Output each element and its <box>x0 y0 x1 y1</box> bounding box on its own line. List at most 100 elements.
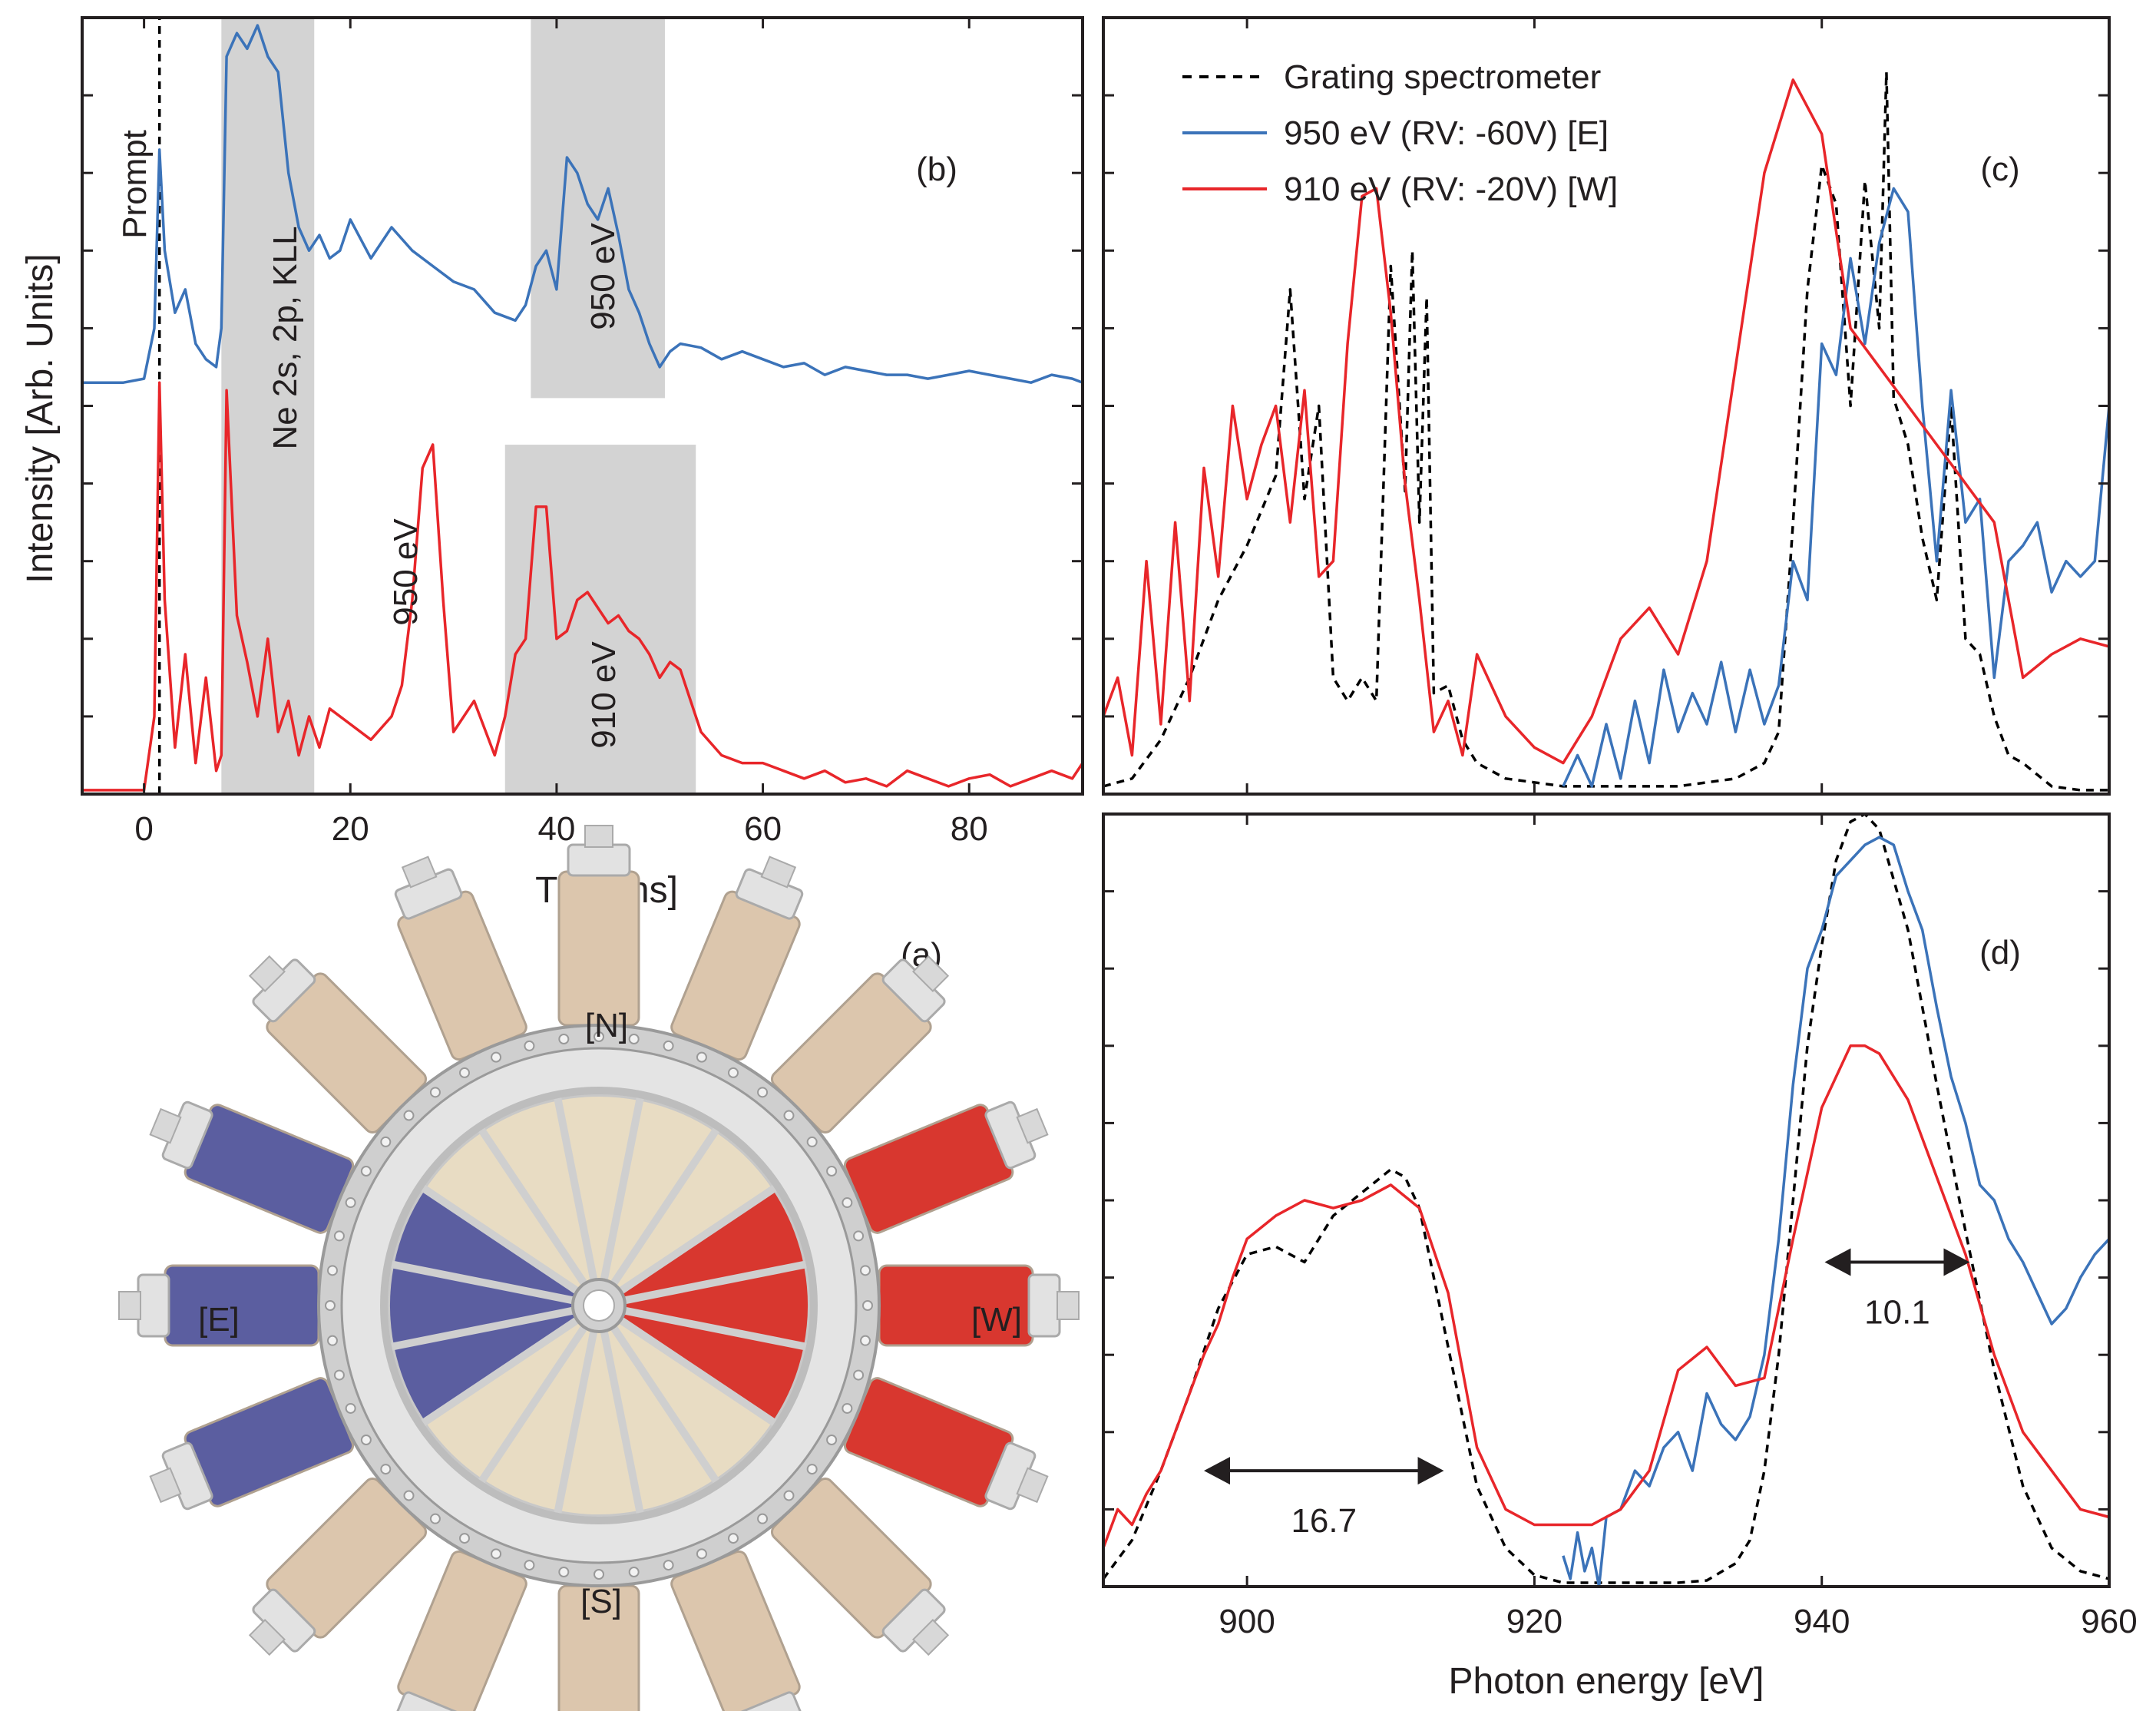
d-width-label-1: 16.7 <box>1291 1502 1357 1540</box>
label-east: [E] <box>198 1301 240 1339</box>
bolt-hole <box>728 1067 739 1078</box>
inner-ring <box>380 1087 818 1524</box>
spoke <box>624 1260 807 1305</box>
c-series-3 <box>1102 78 2110 765</box>
detector-tube <box>248 955 428 1134</box>
bolt-hole <box>628 1567 640 1578</box>
bolt-hole <box>783 1490 795 1501</box>
d-panel-label: (d) <box>1979 934 2021 971</box>
spoke <box>600 1097 644 1280</box>
b-annotation-prompt: Prompt <box>116 130 154 239</box>
bolt-hole <box>360 1435 372 1445</box>
label-north: [N] <box>585 1007 628 1044</box>
d-annotations: 16.7 10.1 <box>1204 1248 1970 1540</box>
bolt-hole <box>757 1087 769 1098</box>
spoke <box>554 1097 598 1280</box>
b-series-3 <box>82 381 1084 792</box>
bolt-hole <box>325 1300 336 1311</box>
bolt-hole <box>862 1300 873 1311</box>
spoke <box>624 1306 807 1351</box>
spoke <box>421 1185 579 1294</box>
c-panel-label: (c) <box>1980 151 2019 188</box>
bolt-hole <box>333 1369 345 1381</box>
d-arrowhead-right <box>1943 1248 1970 1276</box>
spoke <box>391 1260 574 1305</box>
b-panel-label: (b) <box>916 151 957 188</box>
b-series-group <box>82 18 1084 794</box>
bolt-hole <box>491 1548 502 1560</box>
d-arrowhead-right <box>1417 1457 1444 1485</box>
legend-label-910: 910 eV (RV: -20V) [W] <box>1284 170 1618 208</box>
c-series-group <box>1102 71 2111 792</box>
bolt-hole <box>826 1166 838 1177</box>
bolt-hole <box>524 1040 535 1051</box>
legend-label-950: 950 eV (RV: -60V) [E] <box>1284 114 1609 152</box>
b-shaded-region-1 <box>221 18 315 794</box>
bolt-hole <box>806 1464 818 1475</box>
detector-tube <box>248 1477 428 1656</box>
bolt-hole <box>558 1033 570 1044</box>
bolt-hole <box>853 1230 865 1242</box>
spoke <box>600 1331 644 1514</box>
x-tick-label: 960 <box>2081 1603 2137 1640</box>
bolt-hole <box>594 1569 604 1580</box>
x-tick-label: 900 <box>1219 1603 1275 1640</box>
detector-tube <box>149 1377 355 1511</box>
legend: Grating spectrometer 950 eV (RV: -60V) [… <box>1182 58 1618 208</box>
bolt-hole <box>345 1402 356 1414</box>
spoke <box>554 1331 598 1514</box>
d-series-group <box>1102 812 2111 1588</box>
bolt-hole <box>860 1335 871 1346</box>
spoke <box>619 1317 777 1426</box>
d-ticks: 900 920 940 960 <box>1103 814 2138 1640</box>
b-shaded-region-3 <box>504 445 696 794</box>
d-xlabel: Photon energy [eV] <box>1449 1661 1764 1702</box>
spoke <box>478 1127 587 1286</box>
bolt-hole <box>783 1110 795 1121</box>
bolt-hole <box>380 1136 392 1147</box>
detector-tube <box>557 825 640 1027</box>
label-south: [S] <box>580 1583 622 1620</box>
b-annotation-950-bottom: 950 eV <box>387 518 425 626</box>
x-tick-label: 920 <box>1506 1603 1562 1640</box>
bolt-hole <box>663 1560 674 1571</box>
d-width-label-2: 10.1 <box>1864 1293 1930 1331</box>
bolt-hole <box>806 1136 818 1147</box>
d-series-1 <box>1102 812 2110 1584</box>
bolt-hole <box>380 1464 392 1475</box>
bolt-hole <box>429 1513 441 1524</box>
d-arrowhead-left <box>1824 1248 1851 1276</box>
bolt-hole <box>403 1490 415 1501</box>
bolt-hole <box>326 1265 338 1276</box>
spoke <box>478 1325 587 1484</box>
bolt-hole <box>860 1265 871 1276</box>
x-tick-label: 20 <box>332 810 369 848</box>
bolt-hole <box>757 1513 769 1524</box>
bolt-hole <box>826 1435 838 1445</box>
b-ticks: 0 20 40 60 80 <box>82 18 1083 848</box>
x-tick-label: 940 <box>1794 1603 1850 1640</box>
b-annotation-910: 910 eV <box>585 641 623 749</box>
spoke <box>619 1185 777 1294</box>
legend-label-grating: Grating spectrometer <box>1284 58 1601 96</box>
detector-tube <box>394 856 527 1061</box>
bolt-hole <box>345 1197 356 1209</box>
detector-tube <box>843 1377 1049 1511</box>
bolt-hole <box>491 1051 502 1063</box>
bolt-hole <box>333 1230 345 1242</box>
detector-tube <box>843 1100 1049 1234</box>
bolt-hole <box>696 1051 707 1063</box>
b-shaded-regions <box>221 18 696 794</box>
detector-tube <box>670 856 804 1061</box>
label-west: [W] <box>971 1301 1022 1339</box>
b-annotation-ne-kll: Ne 2s, 2p, KLL <box>266 226 304 449</box>
x-tick-label: 40 <box>537 810 575 848</box>
c-series-1 <box>1103 71 2109 792</box>
bolt-hole <box>403 1110 415 1121</box>
bolt-hole <box>663 1040 674 1051</box>
bolt-hole <box>628 1033 640 1044</box>
schematic-spectrometer <box>118 825 1080 1711</box>
beam-aperture <box>583 1289 615 1322</box>
panel-a-schematic: (a) [N] [S] [E] [W] <box>118 825 1080 1711</box>
